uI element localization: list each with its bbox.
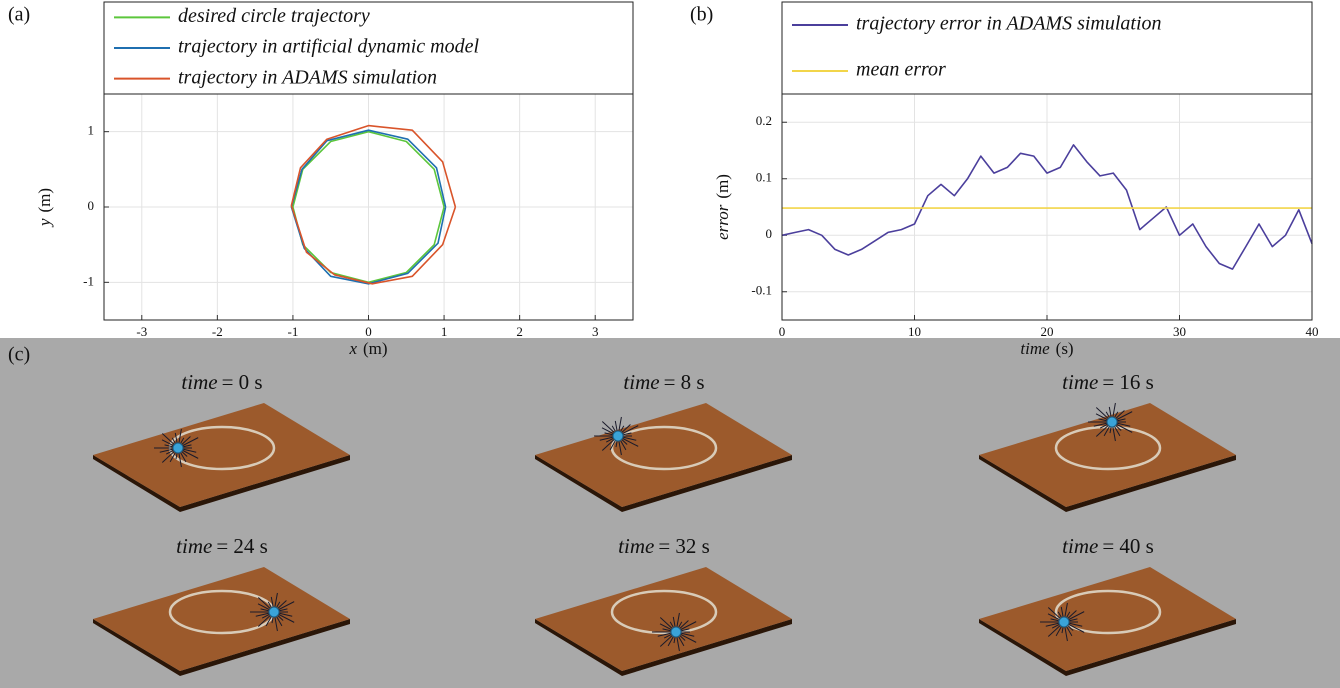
- time-value: = 8 s: [664, 370, 705, 394]
- x-tick-label: -2: [212, 324, 223, 339]
- time-var: time: [1062, 370, 1098, 394]
- x-tick-label: 1: [441, 324, 448, 339]
- panel-label: (b): [690, 4, 713, 26]
- snapshot-time: time = 8 s: [623, 370, 704, 394]
- x-tick-label: 30: [1173, 324, 1186, 339]
- panel-label: (c): [8, 344, 30, 366]
- time-var: time: [1062, 534, 1098, 558]
- x-tick-label: -3: [136, 324, 147, 339]
- board: [93, 403, 350, 507]
- board: [979, 403, 1236, 507]
- board-side: [93, 619, 350, 676]
- y-tick-label: 0: [88, 198, 95, 213]
- snapshot-time: time = 24 s: [176, 534, 268, 558]
- board: [535, 567, 792, 671]
- robot-body: [670, 626, 682, 638]
- y-axis-unit: (m): [35, 188, 54, 213]
- board-side: [535, 455, 792, 512]
- circle-path: [1054, 425, 1162, 471]
- snapshot-time: time = 32 s: [618, 534, 710, 558]
- y-tick-label: 0.2: [756, 113, 772, 128]
- robot: [250, 592, 295, 632]
- robot: [594, 416, 639, 456]
- y-axis-var: error: [713, 204, 732, 240]
- x-tick-label: 40: [1306, 324, 1319, 339]
- x-axis-var: x: [348, 339, 357, 358]
- x-tick-label: 0: [365, 324, 372, 339]
- time-value: = 16 s: [1102, 370, 1154, 394]
- board-side: [535, 619, 792, 676]
- panel-label: (a): [8, 4, 30, 26]
- robot-body: [268, 606, 280, 618]
- series-line: [292, 130, 445, 284]
- series-line: [781, 144, 1313, 270]
- board-side: [979, 619, 1236, 676]
- x-tick-label: 20: [1041, 324, 1054, 339]
- time-var: time: [623, 370, 659, 394]
- board: [93, 567, 350, 671]
- board: [535, 403, 792, 507]
- robot-body: [172, 442, 184, 454]
- x-axis-var: time: [1020, 339, 1050, 358]
- time-value: = 40 s: [1102, 534, 1154, 558]
- y-tick-label: -0.1: [751, 283, 772, 298]
- time-var: time: [176, 534, 212, 558]
- board-side: [979, 455, 1236, 512]
- robot: [652, 612, 697, 652]
- snapshot-time: time = 0 s: [181, 370, 262, 394]
- y-axis-var: y: [35, 218, 54, 228]
- time-value: = 24 s: [216, 534, 268, 558]
- robot-body: [612, 430, 624, 442]
- series-line: [290, 124, 457, 285]
- legend-label: trajectory in ADAMS simulation: [178, 66, 437, 88]
- y-tick-label: 1: [88, 123, 95, 138]
- legend-label: mean error: [856, 59, 946, 81]
- legend-box: [781, 1, 1313, 95]
- x-axis-label: time (s): [1020, 339, 1073, 358]
- board: [979, 567, 1236, 671]
- x-tick-label: 0: [779, 324, 786, 339]
- robot: [1040, 602, 1085, 642]
- time-value: = 0 s: [222, 370, 263, 394]
- time-var: time: [181, 370, 217, 394]
- legend-label: desired circle trajectory: [178, 5, 370, 27]
- y-tick-label: 0: [766, 226, 773, 241]
- circle-path: [610, 589, 718, 635]
- robot-body: [1058, 616, 1070, 628]
- x-tick-label: 10: [908, 324, 921, 339]
- x-tick-label: -1: [288, 324, 299, 339]
- y-tick-label: 0.1: [756, 170, 772, 185]
- snapshot-time: time = 40 s: [1062, 534, 1154, 558]
- legend-label: trajectory in artificial dynamic model: [178, 36, 479, 58]
- y-tick-label: -1: [83, 273, 94, 288]
- x-axis-unit: (s): [1056, 339, 1074, 358]
- y-axis-label: y (m): [35, 188, 54, 228]
- robot-body: [1106, 416, 1118, 428]
- circle-path: [610, 425, 718, 471]
- robot: [154, 428, 199, 468]
- x-axis-unit: (m): [363, 339, 388, 358]
- x-axis-label: x (m): [348, 339, 387, 358]
- robot: [1088, 402, 1133, 442]
- y-axis-label: error (m): [713, 174, 732, 240]
- time-var: time: [618, 534, 654, 558]
- x-tick-label: 2: [516, 324, 523, 339]
- legend-box: [103, 1, 634, 95]
- time-value: = 32 s: [658, 534, 710, 558]
- circle-path: [1054, 589, 1162, 635]
- legend-label: trajectory error in ADAMS simulation: [856, 13, 1162, 35]
- board-side: [93, 455, 350, 512]
- y-axis-unit: (m): [713, 174, 732, 199]
- x-tick-label: 3: [592, 324, 599, 339]
- snapshot-time: time = 16 s: [1062, 370, 1154, 394]
